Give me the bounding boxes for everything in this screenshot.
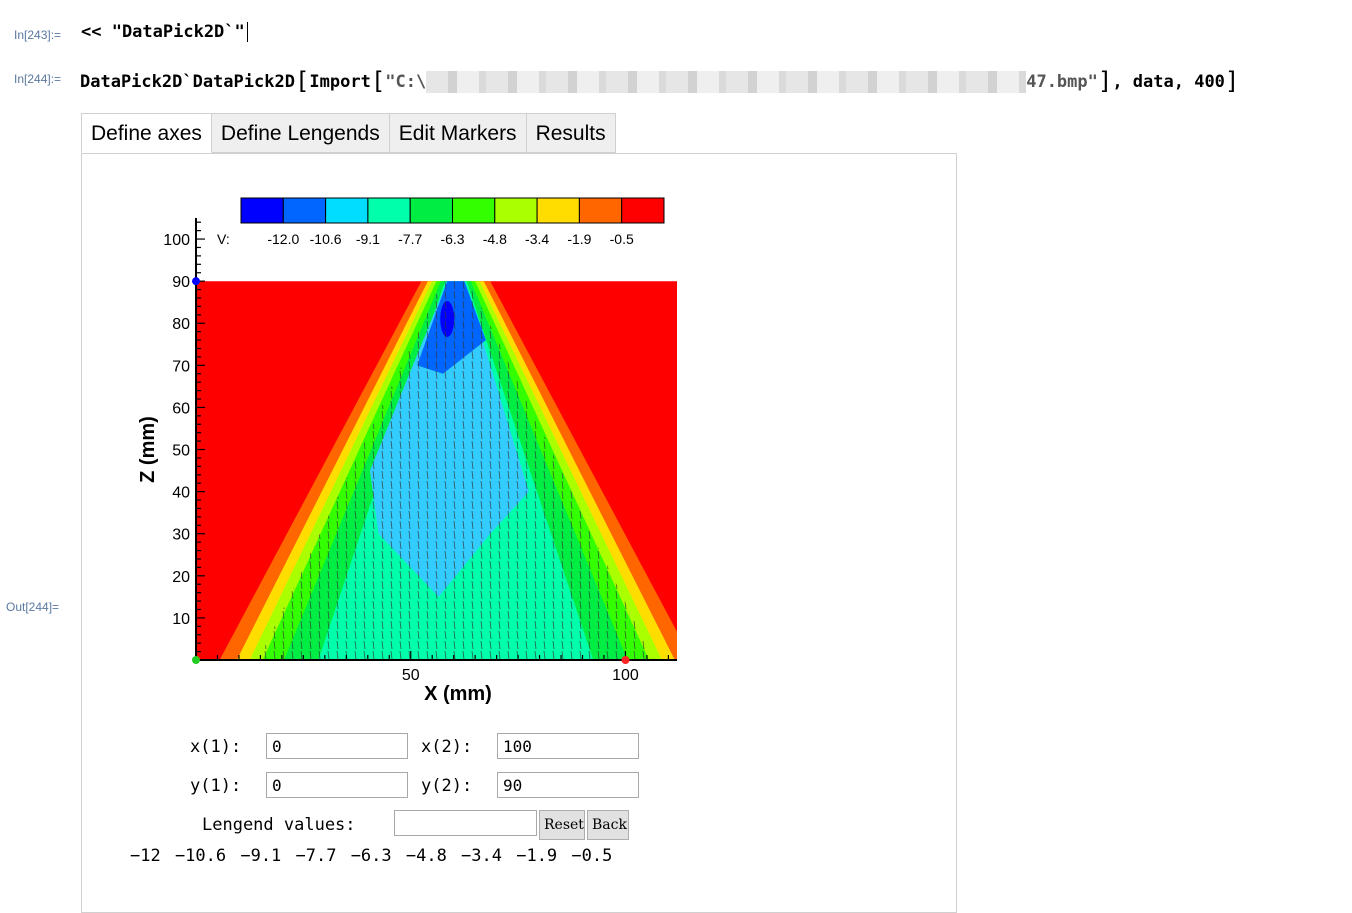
axis-marker[interactable] bbox=[192, 656, 200, 664]
colorbar-swatch bbox=[325, 197, 369, 224]
x1-input[interactable] bbox=[266, 733, 408, 759]
in244-path-start: "C:\ bbox=[385, 72, 427, 92]
y-tick-label: 30 bbox=[172, 527, 190, 544]
vector-field bbox=[258, 281, 654, 660]
colorbar-swatch bbox=[409, 197, 454, 224]
colorbar-tick-label: -12.0 bbox=[267, 231, 299, 247]
colorbar-prefix: V: bbox=[217, 231, 230, 247]
y-tick-label: 40 bbox=[172, 485, 190, 502]
colorbar-tick-label: -3.4 bbox=[525, 231, 549, 247]
colorbar-swatch bbox=[494, 197, 538, 224]
legend-values-list: −12 −10.6 −9.1 −7.7 −6.3 −4.8 −3.4 −1.9 … bbox=[130, 846, 613, 866]
y-tick-label: 60 bbox=[172, 400, 190, 417]
in244-args: , data, 400 bbox=[1112, 72, 1225, 92]
colorbar: -12.0 -10.6 -9.1 -7.7 -6.3 -4.8 -3.4 -1.9 -0.5 bbox=[240, 197, 665, 247]
axis-markers[interactable] bbox=[192, 277, 630, 664]
in244-code[interactable]: DataPick2D`DataPick2D[Import["C:\ 47.bmp"… bbox=[80, 65, 1240, 95]
tab-bar: Define axes Define Lengends Edit Markers… bbox=[81, 113, 616, 153]
in244-func: DataPick2D`DataPick2D bbox=[80, 72, 295, 92]
x-tick-label: 100 bbox=[612, 667, 639, 684]
x-tick-label: 50 bbox=[402, 667, 420, 684]
tab-edit-markers[interactable]: Edit Markers bbox=[389, 113, 527, 153]
legend-values-input[interactable] bbox=[394, 810, 537, 836]
y-tick-label: 10 bbox=[172, 611, 190, 628]
y-tick-label: 20 bbox=[172, 569, 190, 586]
legend-values-label: Lengend values: bbox=[202, 815, 356, 835]
x2-input[interactable] bbox=[497, 733, 639, 759]
in243-label: In[243]:= bbox=[14, 28, 62, 42]
in243-code-text: << "DataPick2D`" bbox=[81, 22, 245, 42]
tab-define-axes[interactable]: Define axes bbox=[81, 113, 212, 153]
colorbar-swatch bbox=[367, 197, 411, 224]
colorbar-swatch bbox=[282, 197, 327, 224]
axis-marker[interactable] bbox=[192, 277, 200, 286]
axes: 10 20 30 40 50 60 70 80 90 100 50 100 bbox=[163, 218, 677, 684]
out244-label: Out[244]= bbox=[6, 600, 60, 614]
in244-label: In[244]:= bbox=[14, 72, 62, 86]
text-cursor bbox=[246, 22, 248, 42]
y2-input[interactable] bbox=[497, 772, 639, 798]
close-bracket-1: ] bbox=[1224, 67, 1240, 95]
in244-import: Import bbox=[309, 72, 371, 92]
in243-code[interactable]: << "DataPick2D`" bbox=[81, 22, 248, 42]
close-bracket-2: ] bbox=[1097, 67, 1113, 95]
y1-label: y(1): bbox=[190, 776, 242, 796]
colorbar-tick-label: -6.3 bbox=[440, 231, 464, 247]
x-axis-label: X (mm) bbox=[424, 683, 492, 705]
y-tick-label: 70 bbox=[172, 358, 190, 375]
y-tick-label: 80 bbox=[172, 316, 190, 333]
colorbar-tick-label: -10.6 bbox=[310, 231, 342, 247]
colorbar-tick-label: -1.9 bbox=[567, 231, 591, 247]
axis-marker[interactable] bbox=[621, 656, 630, 664]
y-tick-label: 90 bbox=[172, 274, 190, 291]
open-bracket-2: [ bbox=[370, 67, 386, 95]
tab-results[interactable]: Results bbox=[526, 113, 616, 153]
colorbar-tick-label: -0.5 bbox=[610, 231, 634, 247]
contour-figure[interactable]: -12.0 -10.6 -9.1 -7.7 -6.3 -4.8 -3.4 -1.9 -0.5 V… bbox=[135, 190, 695, 710]
colorbar-tick-label: -7.7 bbox=[398, 231, 422, 247]
reset-button[interactable]: Reset bbox=[539, 810, 585, 840]
back-button[interactable]: Back bbox=[587, 810, 629, 840]
tab-define-legends[interactable]: Define Lengends bbox=[211, 113, 390, 153]
plot-area bbox=[196, 281, 677, 660]
colorbar-swatch bbox=[578, 197, 623, 224]
colorbar-tick-label: -9.1 bbox=[356, 231, 380, 247]
colorbar-swatch bbox=[621, 197, 665, 224]
y1-input[interactable] bbox=[266, 772, 408, 798]
x1-label: x(1): bbox=[190, 737, 242, 757]
y2-label: y(2): bbox=[421, 776, 473, 796]
redacted-path-blur bbox=[426, 71, 1027, 93]
in244-path-end: 47.bmp" bbox=[1026, 72, 1098, 92]
colorbar-swatch bbox=[536, 197, 580, 224]
colorbar-tick-label: -4.8 bbox=[483, 231, 507, 247]
y-axis-label: Z (mm) bbox=[137, 416, 159, 483]
colorbar-swatch bbox=[452, 197, 496, 224]
x2-label: x(2): bbox=[421, 737, 473, 757]
y-tick-label: 50 bbox=[172, 443, 190, 460]
y-tick-label: 100 bbox=[163, 232, 190, 249]
colorbar-swatch bbox=[240, 197, 284, 224]
open-bracket-1: [ bbox=[294, 67, 310, 95]
